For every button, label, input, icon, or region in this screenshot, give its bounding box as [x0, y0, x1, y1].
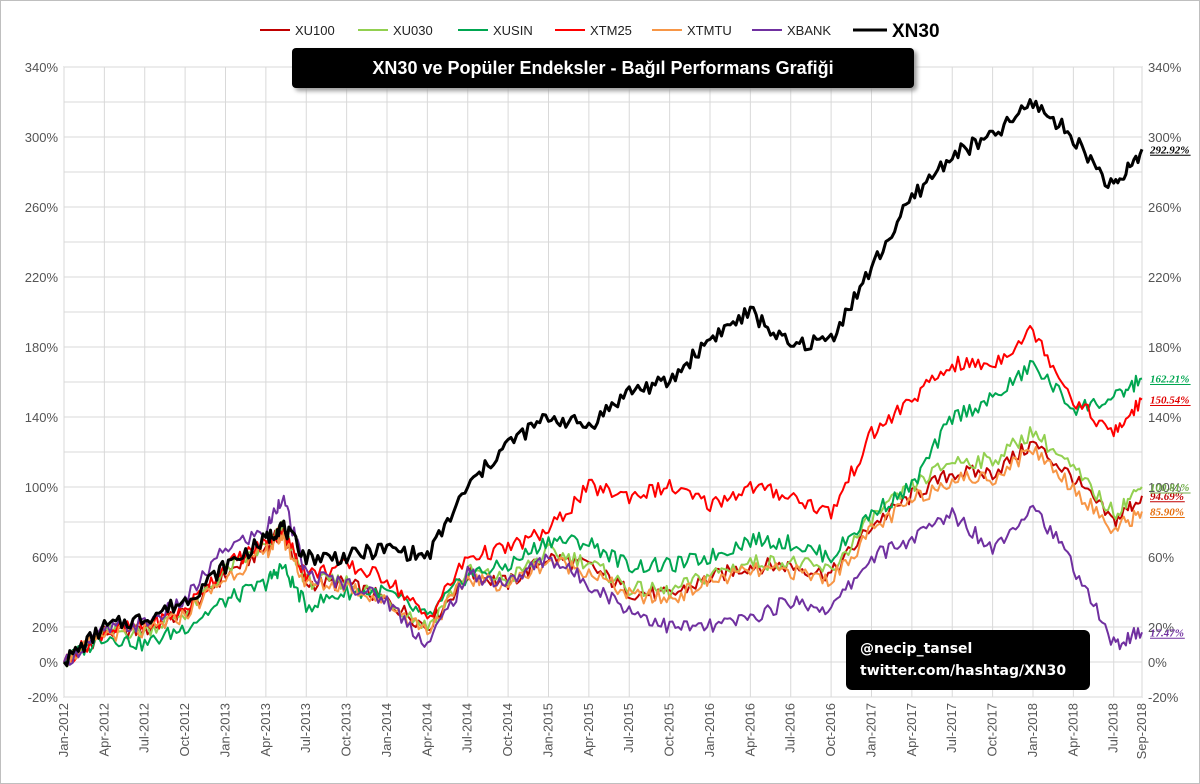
y-tick-label-left: 60% [32, 550, 58, 565]
x-tick-label: Apr-2018 [1065, 703, 1080, 756]
x-tick-label: Oct-2015 [662, 703, 677, 756]
y-tick-label-left: 180% [25, 340, 59, 355]
y-tick-label-right: 60% [1148, 550, 1174, 565]
legend-label-xu100: XU100 [295, 23, 335, 38]
chart-title-box: XN30 ve Popüler Endeksler - Bağıl Perfor… [292, 48, 914, 88]
x-tick-label: Jul-2014 [460, 703, 475, 753]
x-tick-label: Apr-2014 [419, 703, 434, 756]
x-tick-label: Oct-2017 [985, 703, 1000, 756]
end-label-xtmtu: 85.90% [1150, 507, 1184, 519]
legend: XU100 XU030 XUSIN XTM25 XTMTU XBANK XN30 [260, 21, 940, 42]
y-tick-label-right: 0% [1148, 655, 1167, 670]
x-tick-label: Jan-2014 [379, 703, 394, 757]
legend-label-xu030: XU030 [393, 23, 433, 38]
x-tick-label: Apr-2017 [904, 703, 919, 756]
x-tick-label: Apr-2013 [258, 703, 273, 756]
y-tick-label-right: 100% [1148, 480, 1182, 495]
x-tick-label: Apr-2012 [96, 703, 111, 756]
x-tick-label: Jan-2013 [217, 703, 232, 757]
x-tick-label: Oct-2016 [823, 703, 838, 756]
end-label-xu030: 100.81% [1150, 482, 1189, 494]
x-tick-label: Oct-2012 [177, 703, 192, 756]
y-tick-label-right: 340% [1148, 60, 1182, 75]
end-label-xbank: 17.47% [1150, 627, 1184, 639]
x-tick-label: Jan-2015 [540, 703, 555, 757]
y-tick-label-right: 260% [1148, 200, 1182, 215]
series-line-xn30 [62, 98, 1144, 668]
end-label-xn30: 292.92% [1149, 144, 1189, 156]
x-tick-label: Jul-2015 [621, 703, 636, 753]
credit-link: twitter.com/hashtag/XN30 [860, 663, 1067, 679]
axis-layer: -20% -20% 0% 0% 20% 20% 60% 60% 100% 100% 140% 140%… [25, 60, 1182, 759]
x-tick-label: Jan-2017 [863, 703, 878, 757]
y-tick-label-right: 140% [1148, 410, 1182, 425]
series-line-xusin [63, 359, 1143, 663]
legend-label-xtmtu: XTMTU [687, 23, 732, 38]
x-tick-label: Jul-2016 [783, 703, 798, 753]
y-tick-label-right: 180% [1148, 340, 1182, 355]
y-tick-label-left: 140% [25, 410, 59, 425]
x-tick-label: Oct-2014 [500, 703, 515, 756]
end-label-xu100: 94.69% [1150, 491, 1184, 503]
credit-box: @necip_tansel twitter.com/hashtag/XN30 [846, 630, 1090, 690]
x-tick-label: Jan-2012 [56, 703, 71, 757]
legend-label-xn30: XN30 [892, 21, 940, 42]
x-tick-label: Sep-2018 [1134, 703, 1149, 759]
y-tick-label-right: 300% [1148, 130, 1182, 145]
legend-label-xtm25: XTM25 [590, 23, 632, 38]
series-line-xbank [63, 494, 1143, 666]
series-layer: 94.69%100.81%162.21%150.54%85.90%17.47%2… [62, 98, 1191, 668]
x-tick-label: Jan-2016 [702, 703, 717, 757]
y-tick-label-left: 0% [39, 655, 58, 670]
end-label-xusin: 162.21% [1150, 374, 1189, 386]
y-tick-label-left: 100% [25, 480, 59, 495]
x-tick-label: Apr-2015 [581, 703, 596, 756]
chart-title: XN30 ve Popüler Endeksler - Bağıl Perfor… [372, 57, 834, 78]
x-tick-label: Jul-2017 [944, 703, 959, 753]
x-tick-label: Jul-2012 [137, 703, 152, 753]
x-tick-label: Apr-2016 [742, 703, 757, 756]
y-tick-label-left: 260% [25, 200, 59, 215]
y-tick-label-left: -20% [28, 690, 59, 705]
x-tick-label: Jan-2018 [1025, 703, 1040, 757]
y-tick-label-right: -20% [1148, 690, 1179, 705]
y-tick-label-right: 20% [1148, 620, 1174, 635]
series-line-xtmtu [63, 445, 1143, 667]
y-tick-label-left: 300% [25, 130, 59, 145]
credit-handle: @necip_tansel [860, 641, 973, 657]
y-tick-label-left: 340% [25, 60, 59, 75]
y-tick-label-left: 220% [25, 270, 59, 285]
x-tick-label: Jul-2018 [1106, 703, 1121, 753]
y-tick-label-left: 20% [32, 620, 58, 635]
y-tick-label-right: 220% [1148, 270, 1182, 285]
legend-label-xusin: XUSIN [493, 23, 533, 38]
x-tick-label: Oct-2013 [339, 703, 354, 756]
x-tick-label: Jul-2013 [298, 703, 313, 753]
legend-label-xbank: XBANK [787, 23, 831, 38]
end-label-xtm25: 150.54% [1150, 395, 1189, 407]
